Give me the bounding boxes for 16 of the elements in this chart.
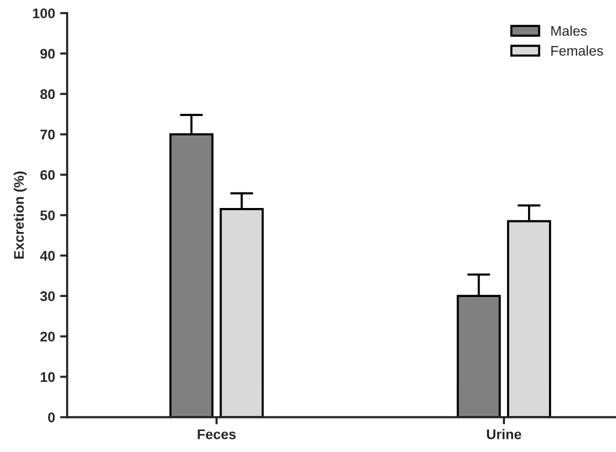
y-tick-label: 60: [40, 170, 55, 180]
y-tick-label: 90: [40, 48, 55, 59]
y-tick-label: 20: [40, 332, 55, 342]
x-tick-label: Urine: [487, 429, 522, 440]
legend-label: Males: [551, 26, 587, 36]
y-tick-label: 0: [48, 412, 55, 422]
legend-label: Females: [551, 46, 603, 56]
y-tick-label: 50: [40, 210, 55, 220]
y-axis-title: Excretion (%): [14, 171, 27, 259]
x-tick-label: Feces: [198, 430, 236, 440]
y-tick-label: 10: [40, 372, 55, 382]
y-tick-label: 40: [40, 250, 55, 261]
y-tick-label: 30: [40, 291, 55, 302]
y-tick-label: 70: [40, 130, 55, 140]
y-tick-label: 100: [33, 8, 55, 18]
y-tick-label: 80: [40, 89, 55, 100]
